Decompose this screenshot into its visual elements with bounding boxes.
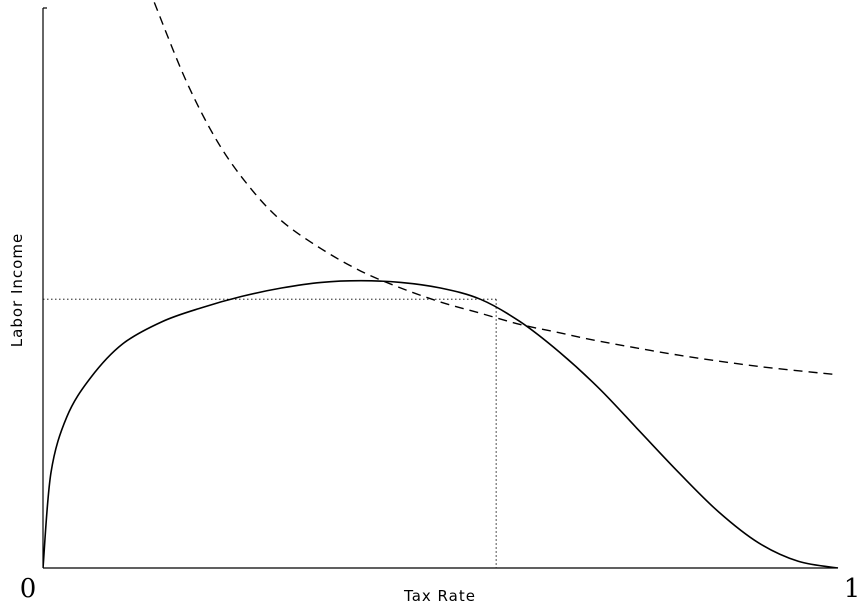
x-tick-label-0: 0	[20, 574, 37, 604]
x-tick-label-1: 1	[844, 574, 860, 604]
x-axis-label: Tax Rate	[403, 587, 476, 604]
solid-curve	[43, 279, 839, 568]
series-group	[43, 2, 839, 568]
y-axis-label: Labor Income	[8, 233, 26, 347]
guide-lines	[43, 298, 497, 568]
dashed-curve	[153, 2, 839, 376]
